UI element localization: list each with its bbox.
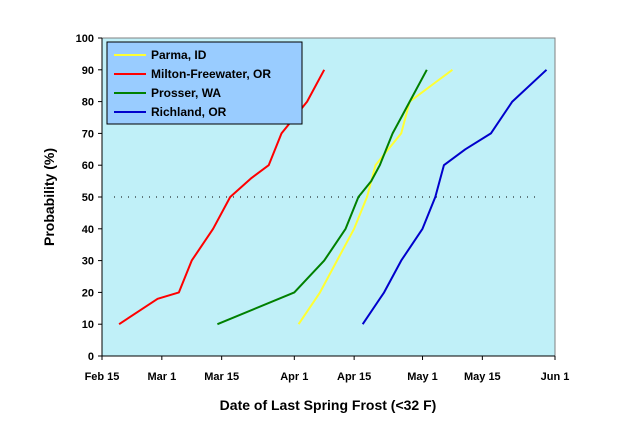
y-axis-title: Probability (%) [41, 148, 57, 246]
x-axis-title: Date of Last Spring Frost (<32 F) [220, 397, 437, 413]
legend-items: Parma, ID Milton-Freewater, OR Prosser, WA… [114, 48, 271, 119]
legend-label-2: Prosser, WA [151, 86, 221, 100]
y-tick-label: 10 [82, 319, 94, 331]
x-tick-label: May 1 [407, 371, 438, 383]
series-line-0 [297, 68, 453, 325]
legend-label-1: Milton-Freewater, OR [151, 67, 271, 81]
y-tick-label: 70 [82, 128, 94, 140]
y-tick-label: 40 [82, 224, 94, 236]
y-tick-label: 0 [88, 351, 94, 363]
x-tick-label: Mar 15 [204, 371, 239, 383]
series-line-2 [217, 69, 428, 326]
y-tick-label: 80 [82, 97, 94, 109]
x-tick-label: Mar 1 [147, 371, 176, 383]
legend: Parma, ID Milton-Freewater, OR Prosser, WA… [106, 41, 303, 125]
legend-label-0: Parma, ID [151, 48, 207, 62]
y-tick-label: 90 [82, 65, 94, 77]
y-tick-label: 100 [76, 33, 94, 45]
x-tick-label: Apr 15 [337, 371, 371, 383]
y-tick-label: 20 [82, 287, 94, 299]
series-layer [118, 68, 548, 326]
y-tick-label: 50 [82, 192, 94, 204]
x-tick-label: Jun 1 [541, 371, 570, 383]
x-tick-layer: Feb 15 Mar 1 Mar 15 Apr 1 Apr 15 May 1 May 15 J… [85, 356, 570, 383]
x-tick-label: Feb 15 [85, 371, 120, 383]
y-tick-label: 30 [82, 256, 94, 268]
legend-label-3: Richland, OR [151, 105, 227, 119]
y-tick-label: 60 [82, 160, 94, 172]
y-tick-layer: 0 10 20 30 40 50 60 70 80 90 100 [76, 33, 102, 363]
series-line-3 [361, 69, 548, 325]
x-tick-label: Apr 1 [280, 371, 308, 383]
x-tick-label: May 15 [464, 371, 501, 383]
